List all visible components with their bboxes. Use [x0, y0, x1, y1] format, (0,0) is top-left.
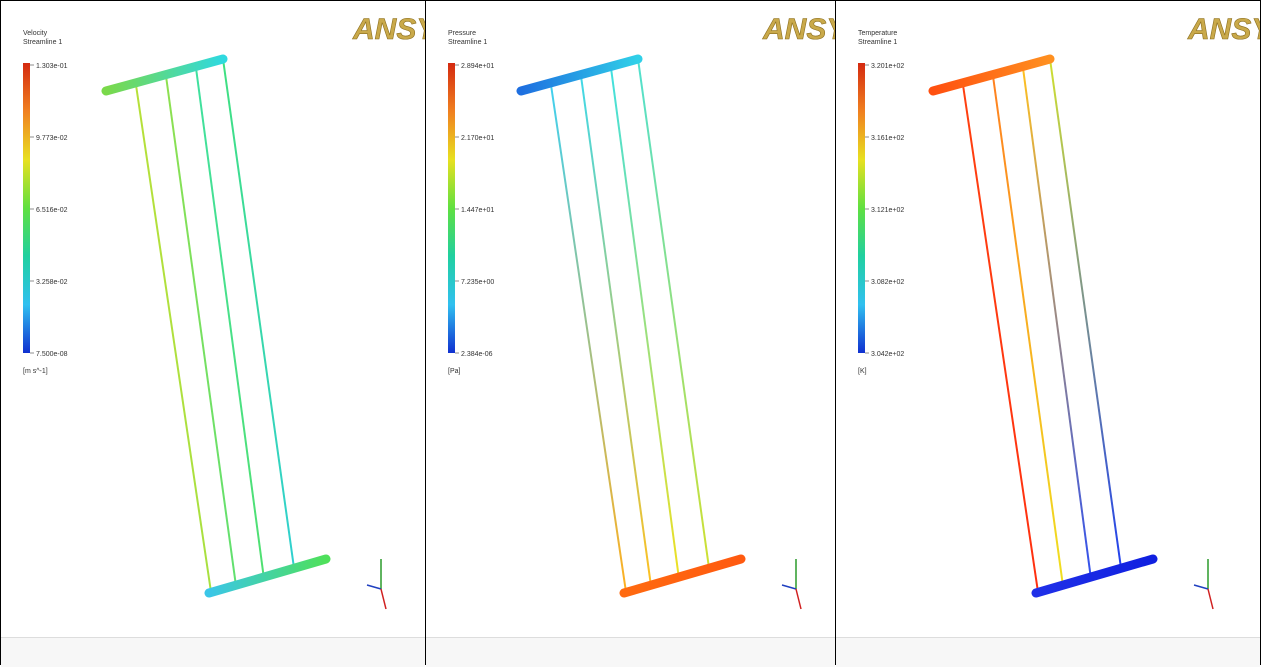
legend-label: Streamline 1: [23, 39, 62, 46]
legend-tick-label: 1.447e+01: [461, 207, 494, 214]
legend-tick-label: 3.121e+02: [871, 207, 904, 214]
logo: ANSYS: [352, 13, 425, 46]
panel: Pressure Streamline 1 2.894e+01 2.170e+01 1.…: [426, 1, 835, 637]
tube: [611, 68, 679, 579]
legend-tick-label: 7.500e-08: [36, 351, 68, 358]
legend-tick-label: 7.235e+00: [461, 279, 494, 286]
axis-x: [782, 585, 796, 589]
logo: ANSYS: [762, 13, 835, 46]
bottom-header: [209, 559, 326, 593]
legend-tick-label: 3.258e-02: [36, 279, 68, 286]
colorbar: [448, 63, 455, 353]
top-header: [106, 59, 223, 91]
legend-unit: [Pa]: [448, 368, 461, 375]
legend-tick-label: 3.042e+02: [871, 351, 904, 358]
legend-tick-label: 3.201e+02: [871, 63, 904, 70]
legend-tick-label: 3.161e+02: [871, 135, 904, 142]
tube: [1050, 59, 1121, 568]
panel-cell: Temperature Streamline 1 3.201e+02 3.161e+0…: [835, 0, 1261, 665]
panel: Temperature Streamline 1 3.201e+02 3.161e+0…: [836, 1, 1260, 637]
legend-unit: [m s^-1]: [23, 368, 48, 375]
axis-z: [381, 589, 386, 609]
legend-tick-label: 2.170e+01: [461, 135, 494, 142]
footer-band: [1, 637, 425, 667]
tube: [963, 85, 1038, 592]
colorbar: [23, 63, 30, 353]
tube: [1023, 68, 1091, 579]
legend-tick-label: 2.384e-06: [461, 351, 493, 358]
legend-variable: Pressure: [448, 30, 476, 37]
legend-unit: [K]: [858, 368, 867, 375]
tube: [166, 76, 236, 586]
top-header: [933, 59, 1050, 91]
tube: [223, 59, 294, 568]
logo: ANSYS: [1187, 13, 1260, 46]
bottom-header: [1036, 559, 1153, 593]
axis-x: [367, 585, 381, 589]
legend-variable: Velocity: [23, 30, 48, 37]
footer-band: [836, 637, 1260, 667]
footer-band: [426, 637, 835, 667]
legend-variable: Temperature: [858, 30, 897, 37]
legend-tick-label: 6.516e-02: [36, 207, 68, 214]
tube: [993, 76, 1063, 586]
tube: [551, 85, 626, 592]
tube: [581, 76, 651, 586]
legend-tick-label: 3.082e+02: [871, 279, 904, 286]
panel-cell: Velocity Streamline 1 1.303e-01 9.773e-02 6.…: [0, 0, 426, 665]
tube: [196, 68, 264, 579]
bottom-header: [624, 559, 741, 593]
page: Velocity Streamline 1 1.303e-01 9.773e-02 6.…: [0, 0, 1261, 667]
axis-z: [1208, 589, 1213, 609]
axis-z: [796, 589, 801, 609]
legend-tick-label: 2.894e+01: [461, 63, 494, 70]
legend-label: Streamline 1: [858, 39, 897, 46]
tube: [638, 59, 709, 568]
legend-tick-label: 9.773e-02: [36, 135, 68, 142]
panel-cell: Pressure Streamline 1 2.894e+01 2.170e+01 1.…: [425, 0, 836, 665]
panel: Velocity Streamline 1 1.303e-01 9.773e-02 6.…: [1, 1, 425, 637]
axis-x: [1194, 585, 1208, 589]
legend-label: Streamline 1: [448, 39, 487, 46]
top-header: [521, 59, 638, 91]
legend-tick-label: 1.303e-01: [36, 63, 68, 70]
tube: [136, 85, 211, 592]
colorbar: [858, 63, 865, 353]
